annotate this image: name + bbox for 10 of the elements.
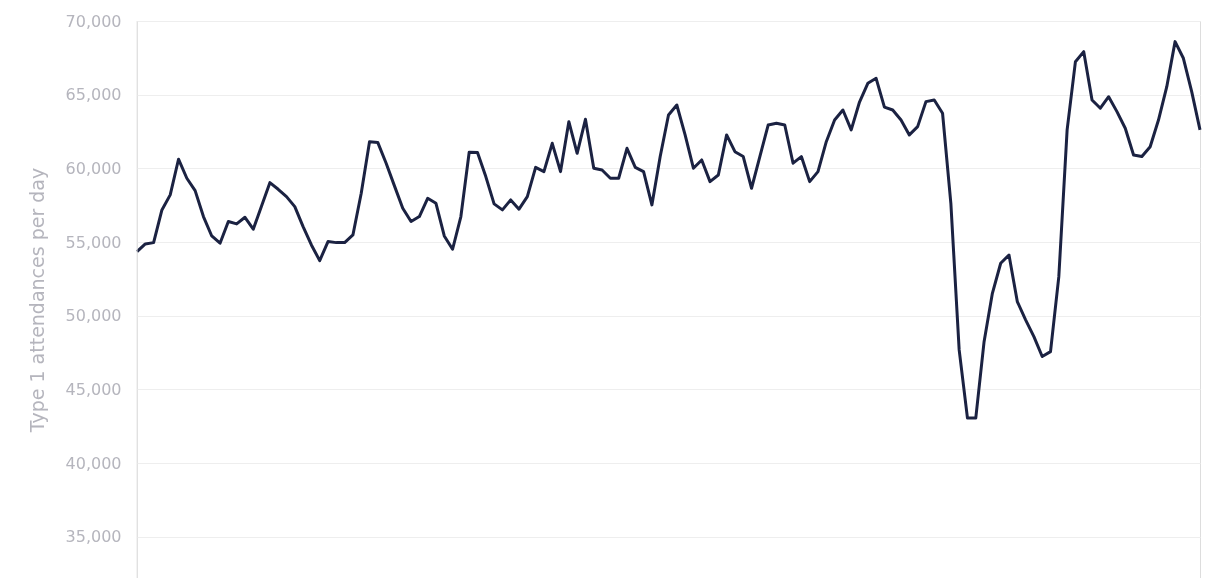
y-tick-label: 40,000 [65,453,122,473]
y-tick-label: 35,000 [65,527,122,547]
y-axis-title: Type 1 attendances per day [25,167,48,434]
y-tick-label: 50,000 [65,306,122,326]
y-tick-label: 45,000 [65,379,122,399]
y-tick-label: 60,000 [65,158,122,178]
line-series [135,40,1202,420]
y-tick-label: 65,000 [65,85,122,105]
y-tick-label: 55,000 [65,232,122,252]
y-tick-label: 70,000 [65,11,122,31]
